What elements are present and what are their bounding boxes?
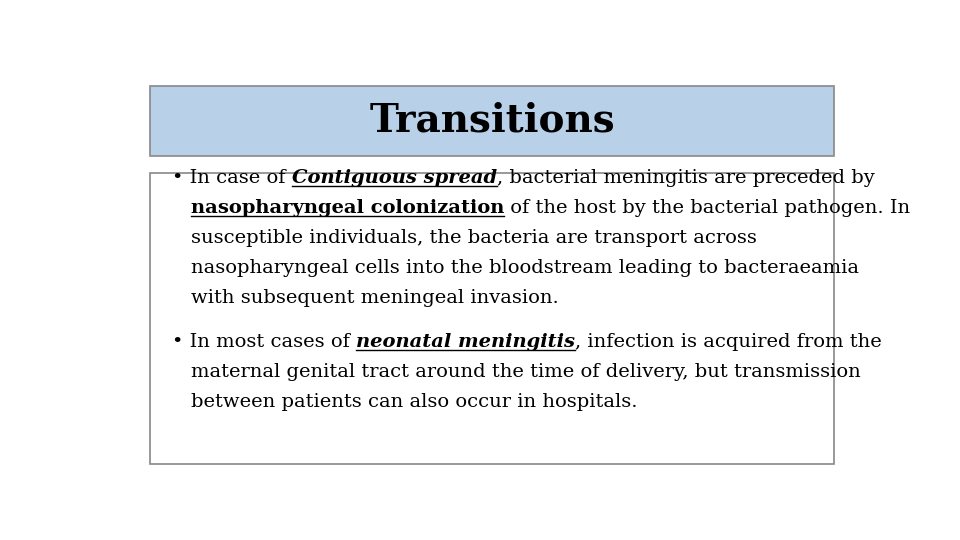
Text: nasopharyngeal cells into the bloodstream leading to bacteraeamia: nasopharyngeal cells into the bloodstrea…	[191, 259, 858, 276]
Text: Contiguous spread: Contiguous spread	[292, 168, 497, 187]
FancyBboxPatch shape	[150, 173, 834, 464]
Text: , infection is acquired from the: , infection is acquired from the	[575, 333, 882, 352]
Text: with subsequent meningeal invasion.: with subsequent meningeal invasion.	[191, 288, 559, 307]
Text: maternal genital tract around the time of delivery, but transmission: maternal genital tract around the time o…	[191, 363, 860, 381]
Text: nasopharyngeal colonization: nasopharyngeal colonization	[191, 199, 504, 217]
Text: , bacterial meningitis are preceded by: , bacterial meningitis are preceded by	[497, 168, 875, 187]
Text: of the host by the bacterial pathogen. In: of the host by the bacterial pathogen. I…	[504, 199, 910, 217]
FancyBboxPatch shape	[150, 85, 834, 156]
Text: susceptible individuals, the bacteria are transport across: susceptible individuals, the bacteria ar…	[191, 228, 756, 247]
Text: • In case of: • In case of	[172, 168, 292, 187]
Text: neonatal meningitis: neonatal meningitis	[356, 333, 575, 352]
Text: Transitions: Transitions	[370, 102, 614, 140]
Text: between patients can also occur in hospitals.: between patients can also occur in hospi…	[191, 393, 637, 411]
Text: • In most cases of: • In most cases of	[172, 333, 356, 352]
